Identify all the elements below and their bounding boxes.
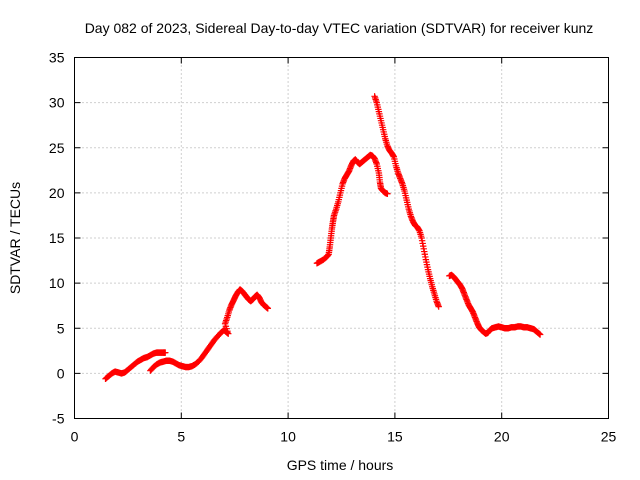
y-tick-label: 10 — [49, 275, 65, 291]
data-point — [384, 190, 391, 197]
data-point — [162, 349, 169, 356]
y-axis-label: SDTVAR / TECUs — [7, 182, 23, 294]
chart-title: Day 082 of 2023, Sidereal Day-to-day VTE… — [85, 20, 594, 36]
x-tick-label: 10 — [280, 429, 296, 445]
y-tick-label: 15 — [49, 230, 65, 246]
data-points — [102, 93, 544, 382]
y-tick-label: 25 — [49, 140, 65, 156]
y-tick-label: 5 — [57, 320, 65, 336]
data-point — [536, 331, 544, 338]
y-tick-label: 0 — [57, 365, 65, 381]
x-tick-label: 25 — [601, 429, 617, 445]
y-tick-label: -5 — [52, 411, 65, 427]
series-segment-2 — [147, 286, 272, 374]
x-tick-label: 15 — [387, 429, 403, 445]
x-axis-label: GPS time / hours — [287, 457, 394, 473]
y-axis: -5 0 5 10 15 20 25 30 35 — [49, 50, 609, 427]
data-point — [435, 303, 442, 310]
x-axis: 0 5 10 15 20 25 — [71, 57, 617, 445]
y-tick-label: 35 — [49, 50, 65, 66]
x-tick-label: 20 — [494, 429, 510, 445]
y-tick-label: 30 — [49, 95, 65, 111]
plot-frame — [74, 57, 609, 419]
series-segment-4 — [371, 93, 442, 310]
data-point — [264, 305, 272, 312]
series-segment-5 — [446, 271, 544, 338]
x-tick-label: 0 — [71, 429, 79, 445]
x-tick-label: 5 — [177, 429, 185, 445]
series-segment-3 — [313, 151, 391, 267]
series-segment-1 — [102, 349, 169, 382]
y-tick-label: 20 — [49, 185, 65, 201]
